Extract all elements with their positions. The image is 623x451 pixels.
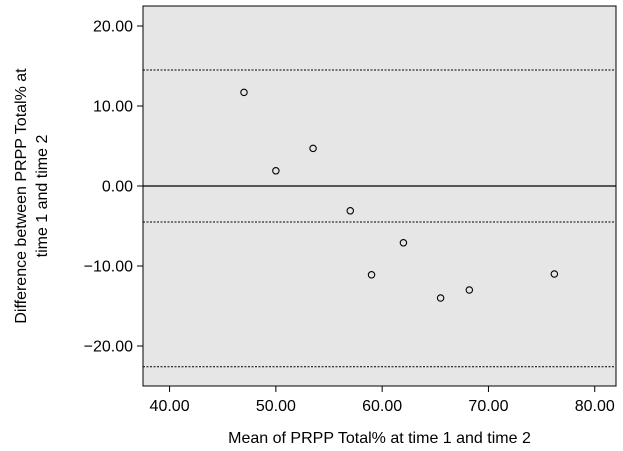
data-point-3 xyxy=(346,207,355,215)
plot-area xyxy=(142,5,617,387)
x-tick-label-3: 70.00 xyxy=(468,398,508,415)
x-axis-title: Mean of PRPP Total% at time 1 and time 2 xyxy=(228,430,531,447)
data-points xyxy=(240,88,559,302)
x-tick-label-4: 80.00 xyxy=(575,398,615,415)
data-point-4 xyxy=(367,271,376,279)
data-point-6 xyxy=(436,294,445,302)
x-axis: 40.00 50.00 60.00 70.00 80.00 xyxy=(150,386,615,415)
x-tick-label-0: 40.00 xyxy=(150,398,190,415)
data-point-5 xyxy=(399,239,408,247)
data-point-8 xyxy=(550,270,559,278)
data-point-0 xyxy=(240,88,248,97)
data-point-7 xyxy=(465,286,474,294)
y-tick-label-0: 20.00 xyxy=(93,19,133,36)
y-tick-label-2: 0.00 xyxy=(102,179,133,196)
y-axis-title-line-1: Difference between PRPP Total% at xyxy=(13,68,30,324)
data-point-1 xyxy=(272,167,280,175)
x-tick-label-2: 60.00 xyxy=(362,398,402,415)
y-tick-label-3: −10.00 xyxy=(84,259,133,276)
reference-lines xyxy=(143,69,616,368)
x-tick-label-1: 50.00 xyxy=(256,398,296,415)
y-axis-title-line-2: time 1 and time 2 xyxy=(34,135,51,258)
y-tick-label-4: −20.00 xyxy=(84,339,133,356)
data-point-2 xyxy=(309,144,317,153)
y-axis: 20.00 10.00 0.00 −10.00 −20.00 xyxy=(84,19,143,356)
y-tick-label-1: 10.00 xyxy=(93,99,133,116)
